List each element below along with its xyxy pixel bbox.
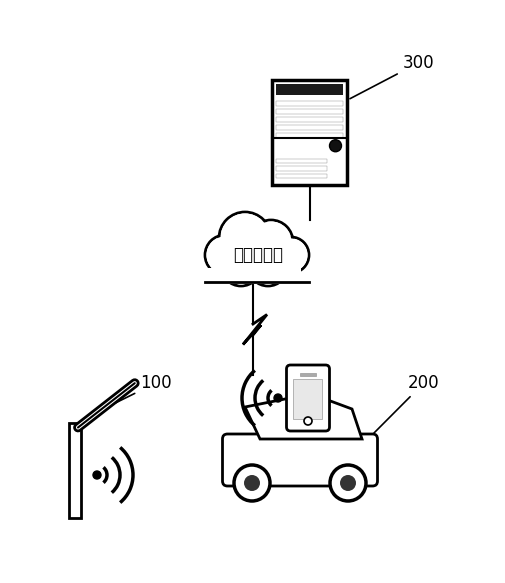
Circle shape xyxy=(339,475,356,491)
Text: 300: 300 xyxy=(349,54,433,99)
FancyBboxPatch shape xyxy=(222,434,377,486)
Bar xyxy=(272,80,347,185)
Circle shape xyxy=(233,465,270,501)
Bar xyxy=(205,268,300,284)
Circle shape xyxy=(221,246,261,286)
Circle shape xyxy=(243,475,260,491)
Bar xyxy=(276,134,343,138)
Bar xyxy=(276,159,326,163)
Text: 200: 200 xyxy=(373,374,439,433)
Text: 移动互联网: 移动互联网 xyxy=(232,246,282,264)
Circle shape xyxy=(220,213,269,262)
Circle shape xyxy=(93,471,101,479)
Circle shape xyxy=(219,212,271,264)
Circle shape xyxy=(222,248,259,285)
Circle shape xyxy=(304,417,312,425)
Circle shape xyxy=(250,222,291,262)
Circle shape xyxy=(273,237,309,273)
Bar xyxy=(293,379,322,419)
Bar xyxy=(276,174,326,178)
Circle shape xyxy=(205,235,244,275)
Text: 100: 100 xyxy=(87,374,171,417)
Bar xyxy=(276,166,326,171)
Bar xyxy=(276,84,343,94)
Circle shape xyxy=(248,220,292,264)
Bar xyxy=(276,125,343,130)
Circle shape xyxy=(249,248,286,285)
FancyBboxPatch shape xyxy=(286,365,329,431)
Circle shape xyxy=(206,237,243,273)
Circle shape xyxy=(247,246,287,286)
Bar xyxy=(276,117,343,122)
Circle shape xyxy=(329,140,341,152)
Bar xyxy=(276,101,343,106)
Bar xyxy=(299,373,316,376)
Bar xyxy=(69,423,81,518)
Circle shape xyxy=(274,238,307,272)
Polygon shape xyxy=(244,399,361,439)
Circle shape xyxy=(274,394,281,402)
Circle shape xyxy=(329,465,365,501)
Bar xyxy=(276,109,343,114)
